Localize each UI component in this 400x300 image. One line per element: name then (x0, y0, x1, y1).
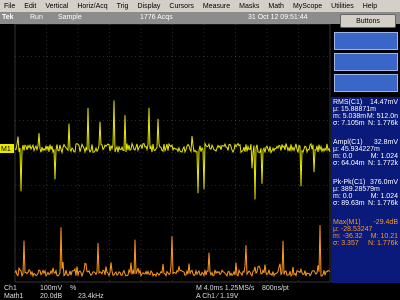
measurement: Pk-Pk(C1) 376.0mV μ: 389.28579m m: 0.0 M: 1.… (333, 179, 398, 207)
math1-spectrum (14, 225, 331, 278)
footer-text: M 4.0ms 1.25MS/s (196, 285, 255, 292)
buttons-button[interactable]: Buttons (340, 14, 396, 28)
measurement-header: Ampl(C1) 32.8mV (333, 139, 398, 146)
stat: σ: 89.63m (333, 200, 365, 207)
measurement-value: -29.4dB (373, 219, 398, 226)
menu-item[interactable]: Help (362, 2, 378, 10)
stat-row: σ: 89.63m N: 1.776k (333, 200, 398, 207)
stat-row: m: 0.0 M: 1.024 (333, 193, 398, 200)
m1-marker: M1 (1, 146, 11, 153)
stat-row: m: 5.038m M: 512.0n (333, 113, 398, 120)
measurement-label: RMS(C1) (333, 99, 363, 106)
datetime: 31 Oct 12 09:51:44 (248, 14, 308, 21)
menu-item[interactable]: Display (137, 2, 161, 10)
stat: m: 0.0 (333, 193, 353, 200)
footer-text: 800ns/pt (262, 285, 289, 292)
footer-text: A Ch1 ⁄ 1.19V (196, 293, 239, 300)
footer-text: 20.0dB (40, 293, 63, 300)
stat-row: m: -36.32 M: 10.21 (333, 233, 398, 240)
stat-row: μ: 45.934227m (333, 146, 398, 153)
stat: N: 1.776k (368, 120, 398, 127)
waveform-display: M1 (0, 24, 331, 283)
acq-mode: Sample (58, 14, 82, 21)
stat-row: μ: 389.28579m (333, 186, 398, 193)
stat-row: m: 0.0 M: 1.024 (333, 153, 398, 160)
footer-text: 100mV (40, 285, 63, 292)
measurement-value: 376.0mV (369, 179, 398, 186)
stat-row: σ: 3.357 N: 1.776k (333, 240, 398, 247)
menu-item[interactable]: Masks (239, 2, 260, 10)
menu-item[interactable]: Math (268, 2, 284, 10)
stat: μ: -28.53247 (333, 226, 373, 233)
stat: σ: 7.105m (333, 120, 365, 127)
menu-item[interactable]: MyScope (292, 2, 323, 10)
stat-row: σ: 7.105m N: 1.776k (333, 120, 398, 127)
footer-text: Ch1 (4, 285, 17, 292)
run-state: Run (30, 14, 43, 21)
brand: Tek (2, 14, 14, 21)
measurement-value: 14.47mV (369, 99, 398, 106)
measurement: RMS(C1) 14.47mV μ: 15.88871m m: 5.038m M: 51… (333, 99, 398, 127)
stat: μ: 15.88871m (333, 106, 376, 113)
side-button[interactable] (334, 53, 398, 71)
stat: N: 1.776k (368, 240, 398, 247)
measurement: Ampl(C1) 32.8mV μ: 45.934227m m: 0.0 M: 1.02… (333, 139, 398, 167)
stat: N: 1.772k (368, 160, 398, 167)
measurement: Max(M1) -29.4dB μ: -28.53247 m: -36.32 M: 10… (333, 219, 398, 247)
menu-item[interactable]: Edit (24, 2, 37, 10)
stat: m: 5.038m (333, 113, 367, 120)
stat: N: 1.776k (368, 200, 398, 207)
stat: σ: 3.357 (333, 240, 359, 247)
menu-item[interactable]: Vertical (45, 2, 69, 10)
stat: M: 10.21 (370, 233, 398, 240)
measurement-label: Pk-Pk(C1) (333, 179, 366, 186)
measurement-label: Ampl(C1) (333, 139, 363, 146)
ch1-waveform (14, 100, 331, 200)
menu-bar: File Edit Vertical Horiz/Acq Trig Display Curs… (0, 0, 400, 12)
stat: M: 1.024 (370, 153, 398, 160)
stat: σ: 64.04m (333, 160, 365, 167)
measurement-label: Max(M1) (333, 219, 361, 226)
measurement-panel: RMS(C1) 14.47mV μ: 15.88871m m: 5.038m M: 51… (331, 97, 400, 283)
menu-item[interactable]: Measure (202, 2, 231, 10)
footer-readout: Ch1 100mV% M 4.0ms 1.25MS/s 800ns/pt Math1 20… (0, 283, 400, 300)
stat-row: σ: 64.04m N: 1.772k (333, 160, 398, 167)
menu-item[interactable]: Trig (116, 2, 129, 10)
measurement-header: RMS(C1) 14.47mV (333, 99, 398, 106)
stat: m: -36.32 (333, 233, 363, 240)
stat-row: μ: -28.53247 (333, 226, 398, 233)
stat: M: 1.024 (370, 193, 398, 200)
footer-text: Math1 (4, 293, 24, 300)
menu-item[interactable]: File (4, 2, 16, 10)
footer-text: 23.4kHz (78, 293, 104, 300)
stat: M: 512.0n (366, 113, 398, 120)
stat-row: μ: 15.88871m (333, 106, 398, 113)
status-bar: Tek Run Sample 1776 Acqs 31 Oct 12 09:51… (0, 12, 400, 24)
footer-text: % (70, 285, 77, 292)
acq-count: 1776 Acqs (140, 14, 173, 21)
measurement-value: 32.8mV (373, 139, 398, 146)
side-button[interactable] (334, 74, 398, 92)
menu-item[interactable]: Cursors (169, 2, 194, 10)
stat: m: 0.0 (333, 153, 353, 160)
menu-item[interactable]: Utilities (331, 2, 354, 10)
stat: μ: 45.934227m (333, 146, 380, 153)
side-button[interactable] (334, 32, 398, 50)
stat: μ: 389.28579m (333, 186, 380, 193)
measurement-header: Pk-Pk(C1) 376.0mV (333, 179, 398, 186)
marker-box (0, 144, 14, 153)
measurement-header: Max(M1) -29.4dB (333, 219, 398, 226)
menu-item[interactable]: Horiz/Acq (77, 2, 108, 10)
